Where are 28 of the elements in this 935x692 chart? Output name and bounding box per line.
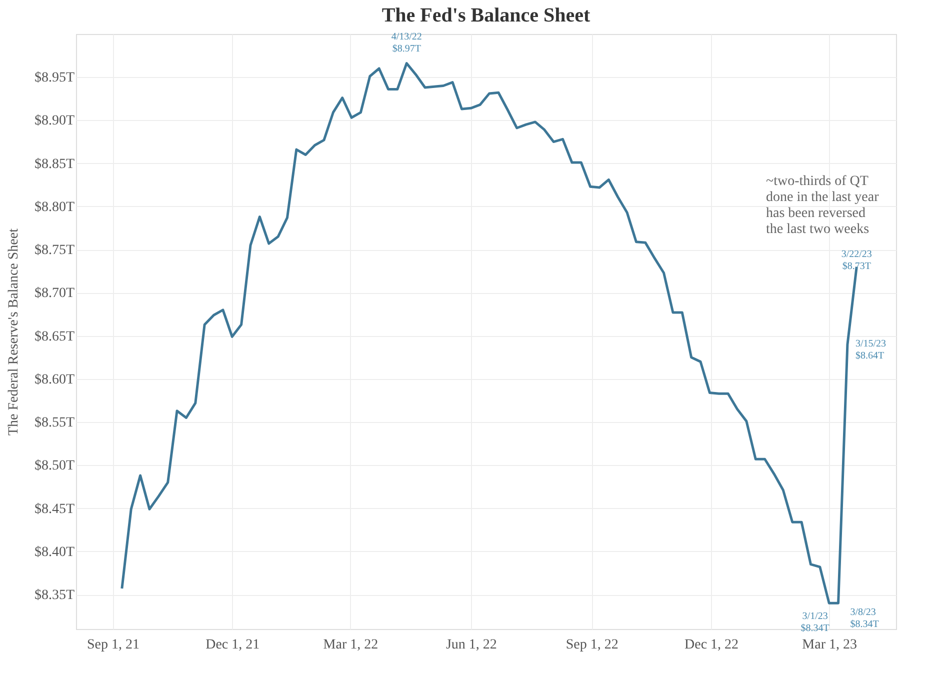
y-tick-label: $8.75T: [34, 243, 75, 258]
y-tick-label: $8.40T: [34, 544, 75, 560]
y-tick-label: $8.60T: [34, 372, 75, 388]
y-tick-label: $8.65T: [34, 329, 75, 344]
y-tick-label: $8.70T: [34, 286, 75, 302]
annotation: ~two-thirds of QT done in the last year has been reversed the last two weeks: [766, 174, 880, 237]
y-tick-label: $8.80T: [34, 200, 75, 215]
y-axis-title: The Federal Reserve's Balance Sheet: [6, 228, 22, 436]
y-tick-label: $8.35T: [34, 588, 75, 604]
annotation: 3/1/23 $8.34T: [800, 611, 830, 634]
y-tick-label: $8.90T: [34, 114, 75, 129]
x-tick-label: Dec 1, 22: [684, 638, 739, 652]
y-tick-label: $8.50T: [34, 458, 75, 474]
x-tick-label: Sep 1, 21: [86, 638, 140, 652]
x-tick-label: Sep 1, 22: [566, 638, 618, 652]
x-tick-label: Mar 1, 23: [802, 638, 857, 652]
chart-title: The Fed's Balance Sheet: [382, 4, 590, 26]
y-tick-label: $8.45T: [34, 502, 75, 517]
y-tick-label: $8.85T: [34, 156, 75, 172]
annotation: 3/15/23 $8.64T: [855, 338, 886, 362]
annotation: 3/22/23 $8.73T: [841, 248, 872, 272]
y-tick-label: $8.55T: [34, 416, 75, 431]
x-tick-label: Mar 1, 22: [323, 638, 378, 652]
annotation: 4/13/22 $8.97T: [391, 31, 422, 54]
y-tick-label: $8.95T: [34, 70, 75, 86]
x-tick-label: Dec 1, 21: [206, 638, 260, 652]
x-tick-label: Jun 1, 22: [446, 638, 497, 652]
annotation: 3/8/23 $8.34T: [850, 607, 879, 630]
